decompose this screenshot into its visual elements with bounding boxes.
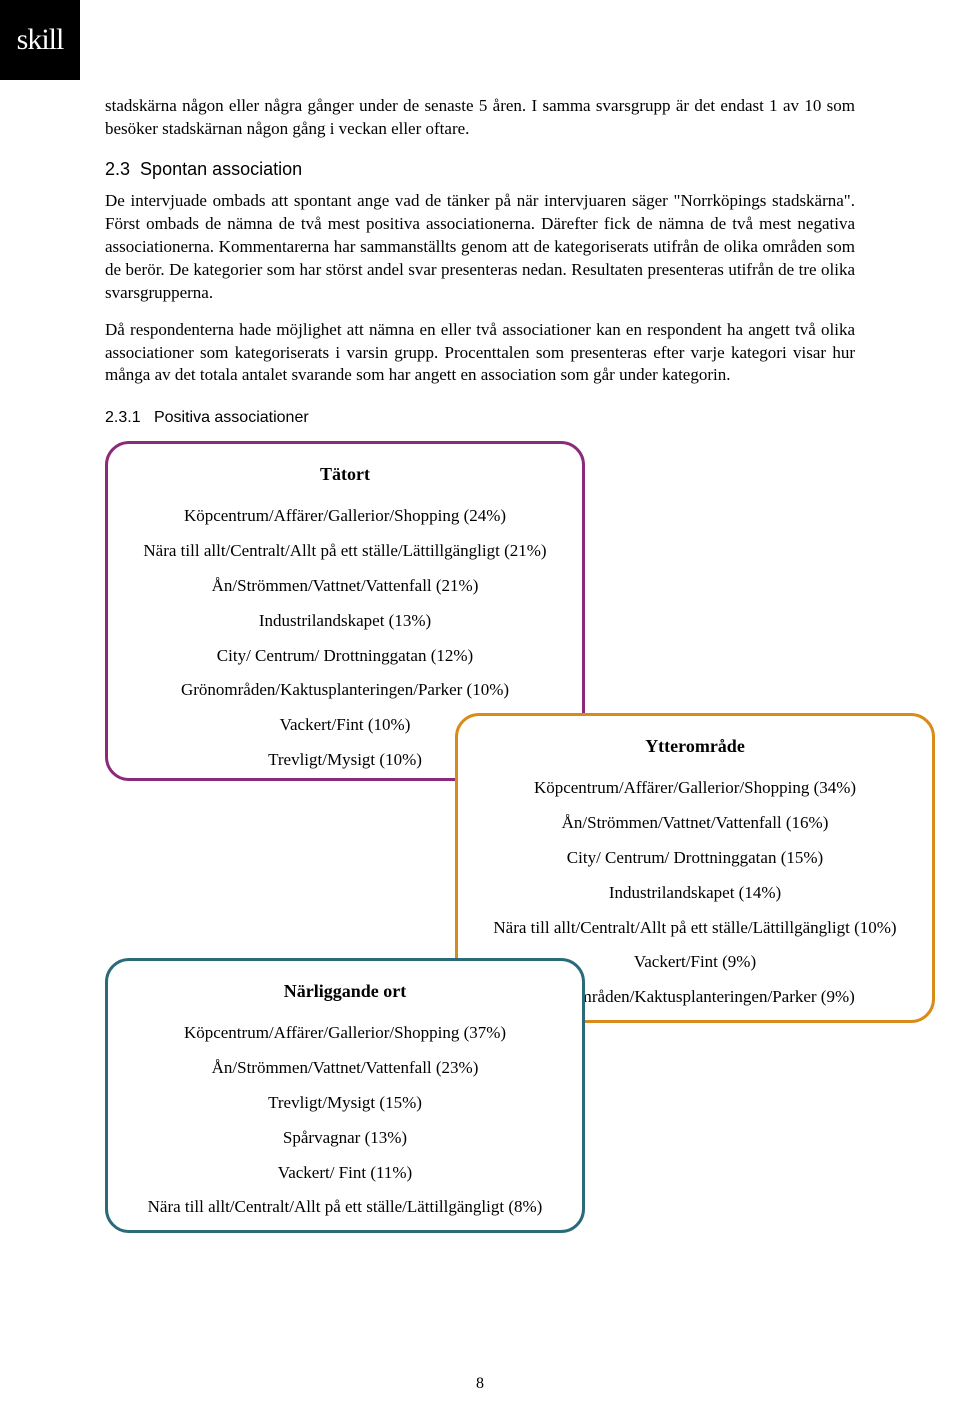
list-item: Industrilandskapet (14%)	[476, 876, 914, 911]
list-item: Ån/Strömmen/Vattnet/Vattenfall (21%)	[126, 569, 564, 604]
heading-text: Positiva associationer	[154, 409, 309, 426]
list-item: City/ Centrum/ Drottninggatan (12%)	[126, 639, 564, 674]
box-title: Tätort	[126, 456, 564, 493]
heading-number: 2.3	[105, 159, 130, 179]
association-boxes: Tätort Köpcentrum/Affärer/Gallerior/Shop…	[105, 441, 855, 1201]
list-item: Spårvagnar (13%)	[126, 1121, 564, 1156]
list-item: City/ Centrum/ Drottninggatan (15%)	[476, 841, 914, 876]
list-item: Köpcentrum/Affärer/Gallerior/Shopping (3…	[476, 771, 914, 806]
box-narliggande: Närliggande ort Köpcentrum/Affärer/Galle…	[105, 958, 585, 1233]
list-item: Nära till allt/Centralt/Allt på ett stäl…	[126, 1190, 564, 1225]
list-item: Trevligt/Mysigt (15%)	[126, 1086, 564, 1121]
page-number: 8	[0, 1375, 960, 1393]
heading-2-3-1: 2.3.1 Positiva associationer	[105, 409, 855, 427]
list-item: Nära till allt/Centralt/Allt på ett stäl…	[476, 911, 914, 946]
list-item: Köpcentrum/Affärer/Gallerior/Shopping (2…	[126, 499, 564, 534]
box-title: Närliggande ort	[126, 973, 564, 1010]
paragraph-body-2: Då respondenterna hade möjlighet att näm…	[105, 319, 855, 388]
list-item: Industrilandskapet (13%)	[126, 604, 564, 639]
list-item: Köpcentrum/Affärer/Gallerior/Shopping (3…	[126, 1016, 564, 1051]
box-title: Ytterområde	[476, 728, 914, 765]
list-item: Ån/Strömmen/Vattnet/Vattenfall (16%)	[476, 806, 914, 841]
heading-number: 2.3.1	[105, 409, 141, 426]
list-item: Nära till allt/Centralt/Allt på ett stäl…	[126, 534, 564, 569]
page-content: stadskärna någon eller några gånger unde…	[0, 0, 960, 1201]
paragraph-intro: stadskärna någon eller några gånger unde…	[105, 95, 855, 141]
heading-2-3: 2.3 Spontan association	[105, 159, 855, 180]
list-item: Grönområden/Kaktusplanteringen/Parker (1…	[126, 673, 564, 708]
list-item: Ån/Strömmen/Vattnet/Vattenfall (23%)	[126, 1051, 564, 1086]
heading-text: Spontan association	[140, 159, 302, 179]
logo: skill	[0, 0, 80, 80]
paragraph-body-1: De intervjuade ombads att spontant ange …	[105, 190, 855, 305]
list-item: Vackert/ Fint (11%)	[126, 1156, 564, 1191]
